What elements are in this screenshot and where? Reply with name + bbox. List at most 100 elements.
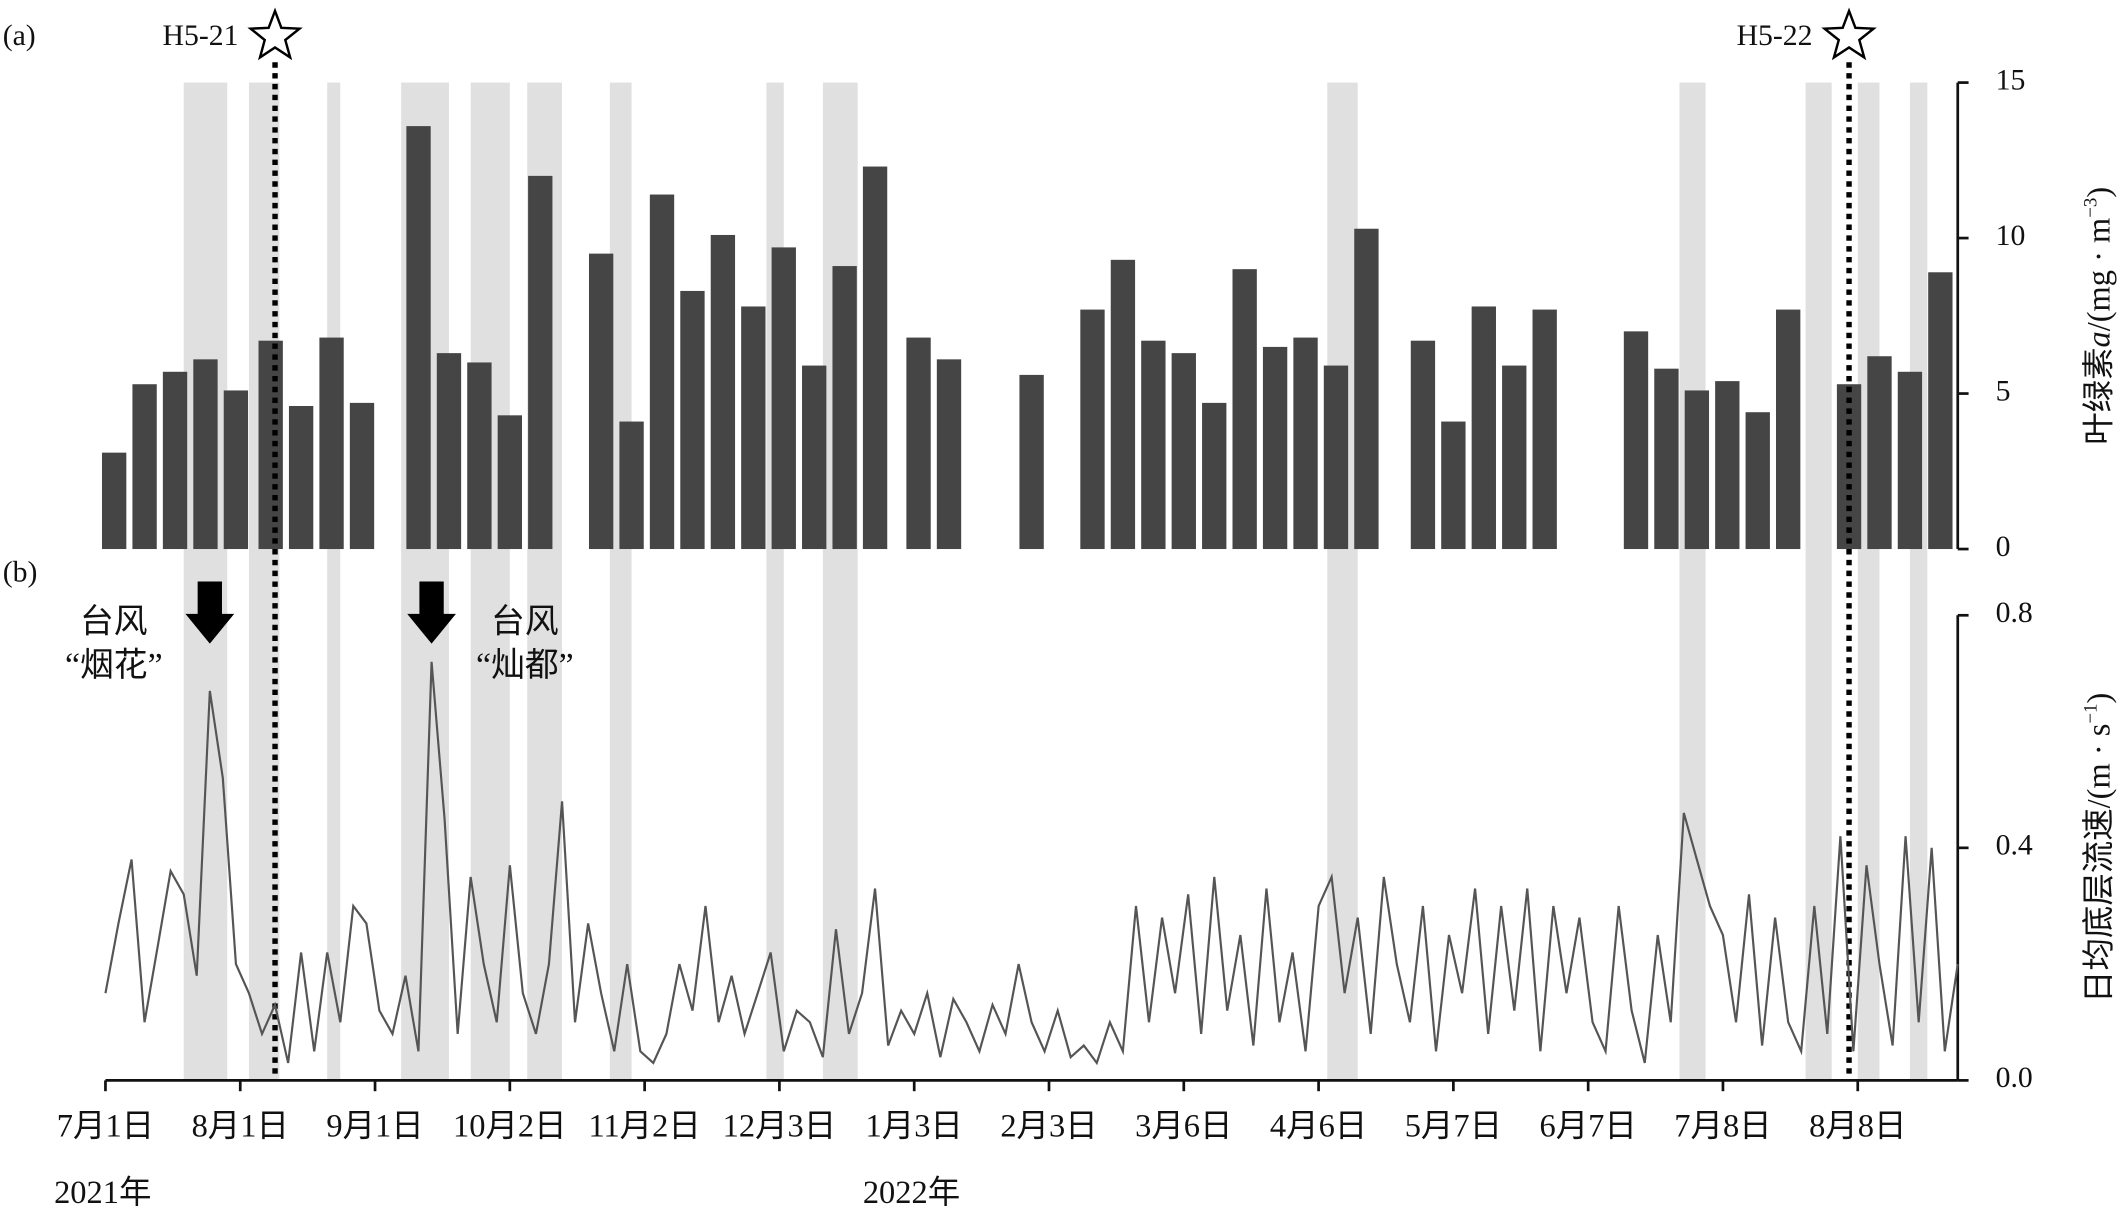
x-tick-label: 11月2日 [588,1109,700,1145]
y-axis-label-part: a [2082,331,2118,347]
x-tick-label: 8月1日 [192,1109,289,1145]
bar [528,175,553,550]
bar [288,405,314,550]
y-tick-label: 5 [1996,374,2011,407]
bar [101,452,127,550]
y-tick-label: 0.8 [1996,596,2033,629]
bar [802,365,827,550]
bar [406,126,431,550]
bar [832,266,857,550]
x-tick-label: 7月1日 [57,1109,154,1145]
y-axis-label: 日均底层流速/(m · s−1) [2080,693,2118,1003]
bar [132,384,157,550]
bar [1776,309,1801,550]
x-tick-label: 1月3日 [866,1109,963,1145]
bar [680,290,705,550]
bar [497,415,523,550]
bar [710,234,736,550]
bar [588,253,614,550]
bar [1684,390,1710,550]
bar [862,166,888,550]
year-label: 2022年 [863,1174,960,1211]
y-axis-label-part: −3 [2080,198,2101,218]
bar [1745,412,1770,550]
bar [1141,340,1166,550]
x-tick-label: 8月8日 [1809,1109,1906,1145]
bar [162,371,188,550]
bar [258,340,283,550]
x-tick-label: 3月6日 [1135,1109,1232,1145]
bar [1867,356,1892,550]
shaded-period [1679,82,1706,1081]
x-tick-label: 12月3日 [723,1109,837,1145]
bar [1232,269,1257,550]
panel-label: (b) [3,556,38,589]
bar [223,390,249,550]
shaded-period [822,82,858,1081]
bar [1654,368,1679,550]
x-tick-label: 4月6日 [1270,1109,1367,1145]
bar [436,353,462,550]
y-axis-label-part: 叶绿素 [2081,347,2118,444]
y-tick-label: 15 [1996,63,2026,96]
bar [1080,309,1105,550]
bar [1715,381,1740,550]
bar [906,337,931,550]
bar [1532,309,1557,550]
bar [1441,421,1466,550]
x-tick-label: 10月2日 [453,1109,567,1145]
bar [1471,306,1496,550]
y-axis-label-part: 日均底层流速/(m · s [2081,724,2118,1003]
bar [1202,402,1227,550]
bar [1354,228,1379,550]
y-tick-label: 0.0 [1996,1061,2033,1094]
bar [1019,374,1044,550]
shaded-period [1909,82,1928,1081]
y-axis-label-part: −1 [2080,704,2101,724]
shaded-period [1327,82,1358,1081]
typhoon-label: 台风 [80,603,148,641]
bar [1293,337,1318,550]
typhoon-arrow [407,581,456,644]
sampling-label: H5-22 [1737,19,1813,52]
x-tick-label: 9月1日 [326,1109,423,1145]
shaded-period [1805,82,1832,1081]
sampling-label: H5-21 [163,19,239,52]
x-tick-label: 2月3日 [1000,1109,1097,1145]
bar [467,362,492,550]
typhoon-label: 台风 [491,603,559,641]
y-tick-label: 0.4 [1996,829,2033,862]
y-axis-label-part: ) [2082,187,2118,198]
bar [319,337,344,550]
bar [771,247,796,550]
bar [1897,371,1923,550]
y-tick-label: 10 [1996,219,2026,252]
bar [1110,259,1136,550]
shaded-period [766,82,784,1081]
typhoon-arrow [185,581,235,644]
bar [349,402,375,550]
y-axis-label-part: /(mg · m [2082,218,2118,332]
bar [1410,340,1436,550]
shaded-period [609,82,632,1081]
y-axis-label: 叶绿素a/(mg · m−3) [2080,187,2118,445]
typhoon-label: “烟花” [65,646,163,684]
bar [1262,346,1288,550]
sampling-star [247,7,303,61]
x-tick-label: 6月7日 [1540,1109,1637,1145]
shaded-period [1857,82,1880,1081]
y-tick-label: 0 [1996,530,2011,563]
bar [741,306,766,550]
bar [1928,272,1953,550]
panel-label: (a) [3,19,36,52]
typhoon-label: “灿都” [476,647,574,684]
bar [1323,365,1349,550]
bar [1623,331,1649,550]
bar [193,359,218,550]
line [104,661,1959,1066]
y-axis-label-part: ) [2082,693,2118,704]
bar [1171,353,1196,550]
sampling-star [1821,7,1877,61]
